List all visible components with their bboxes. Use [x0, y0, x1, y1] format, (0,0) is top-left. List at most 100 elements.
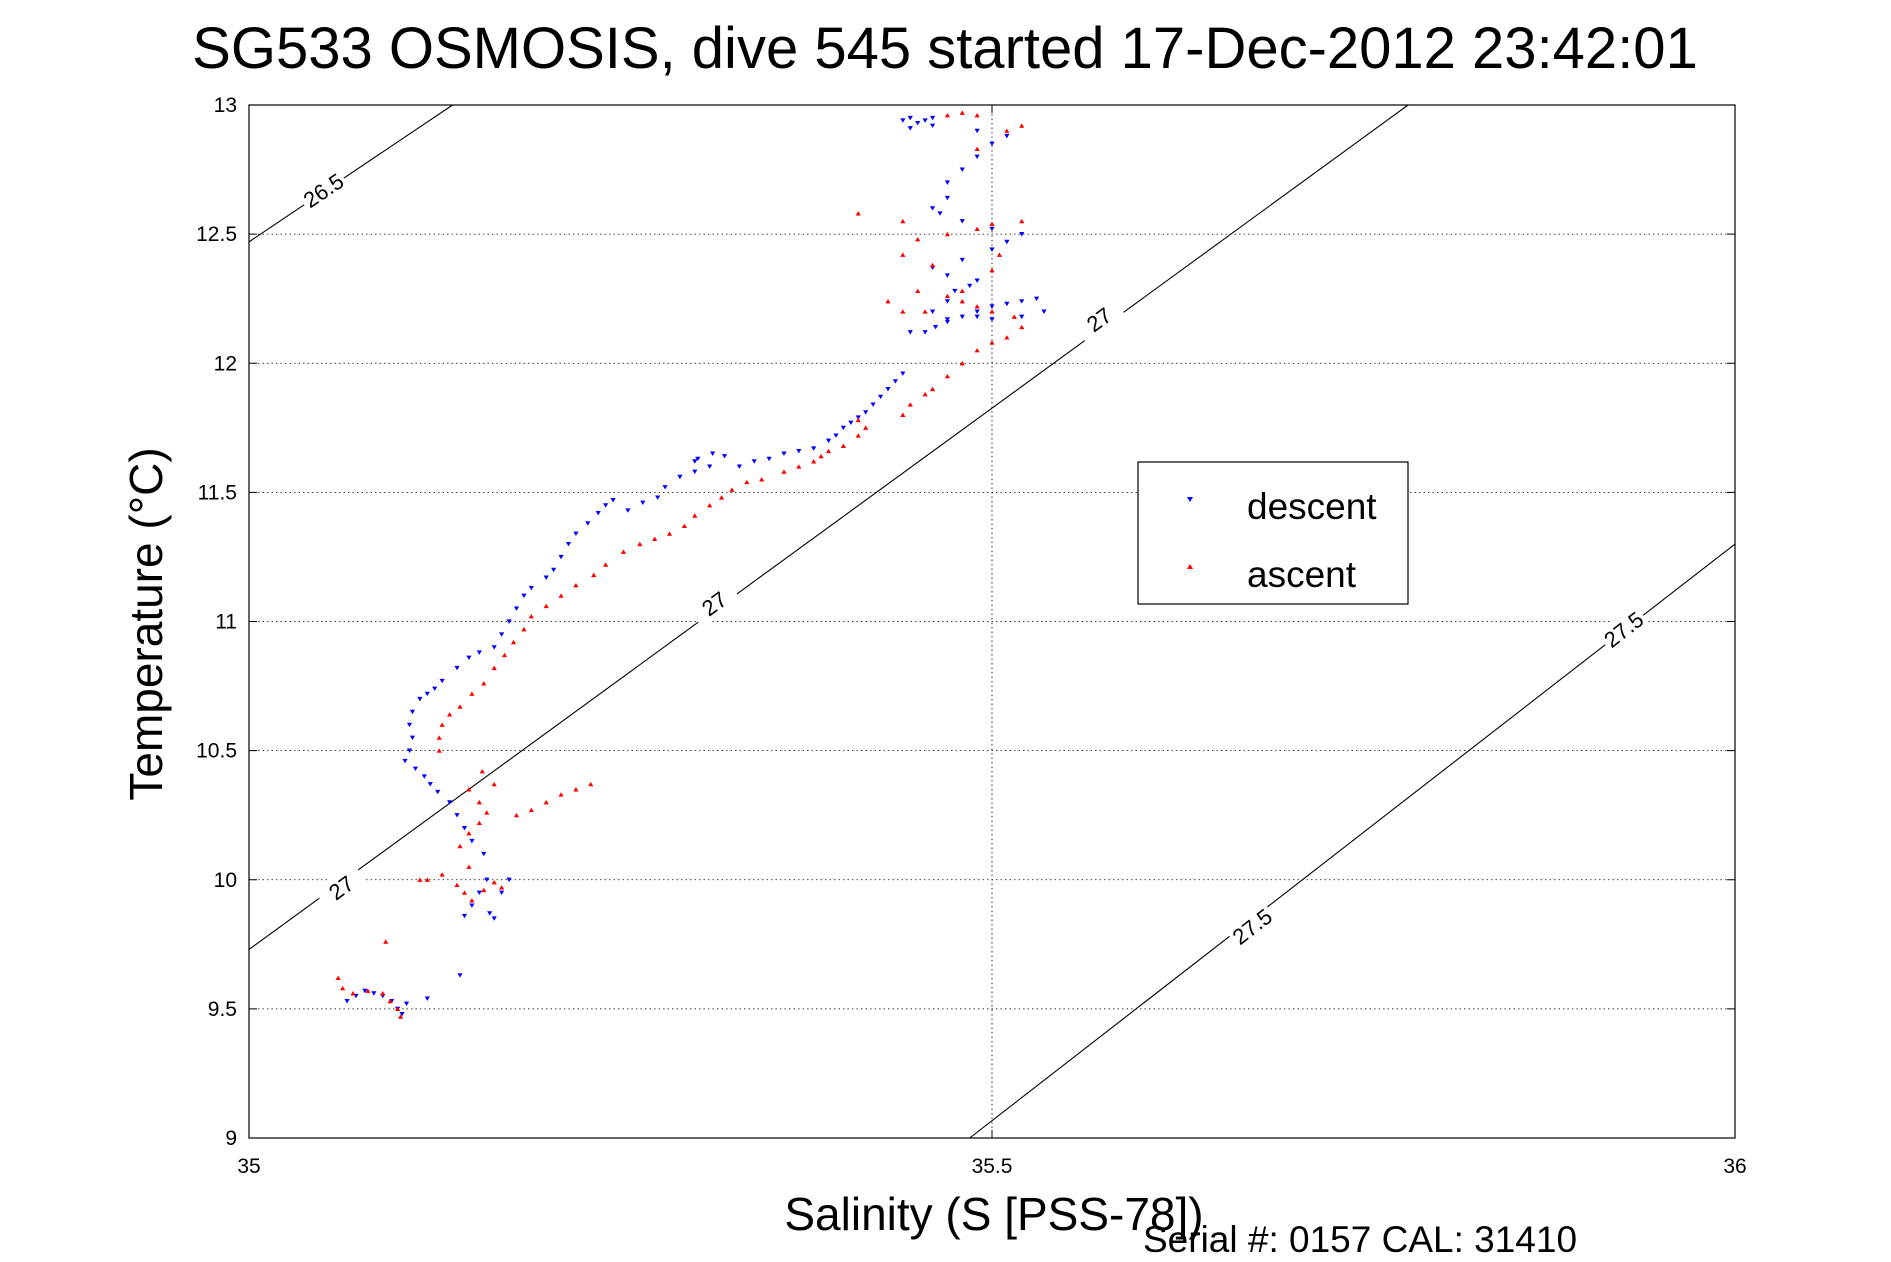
- ascent-point: [855, 433, 861, 438]
- ascent-point: [989, 309, 995, 314]
- contour-label-gap: [1071, 294, 1127, 344]
- descent-point: [855, 415, 861, 420]
- series-descent: [344, 115, 1047, 1017]
- ascent-point: [543, 799, 549, 805]
- ascent-point: [491, 665, 497, 671]
- descent-point: [421, 774, 427, 779]
- descent-point: [944, 317, 951, 322]
- ascent-point: [424, 877, 430, 882]
- ascent-point: [840, 443, 846, 448]
- ascent-point: [959, 360, 965, 366]
- ascent-point: [989, 340, 995, 345]
- descent-point: [1041, 309, 1047, 314]
- ascent-point: [620, 549, 627, 554]
- contour-line-27: [248, 104, 1409, 950]
- data-series: [335, 110, 1047, 1019]
- ascent-point: [915, 288, 921, 294]
- ascent-point: [417, 877, 423, 882]
- serial-cal-footer: Serial #: 0157 CAL: 31410: [1143, 1219, 1577, 1260]
- descent-point: [1004, 133, 1010, 139]
- ascent-point: [1019, 123, 1025, 128]
- x-tick-label: 36: [1723, 1155, 1746, 1178]
- ascent-point: [974, 112, 980, 118]
- descent-point: [610, 498, 616, 503]
- ascent-point: [929, 262, 936, 268]
- descent-point: [499, 632, 505, 637]
- ascent-point: [1004, 335, 1010, 340]
- ascent-point: [461, 890, 468, 895]
- ascent-point: [335, 975, 341, 980]
- ascent-point: [466, 864, 472, 869]
- ascent-point: [501, 652, 508, 658]
- descent-point: [521, 593, 527, 599]
- y-tick-label: 11.5: [198, 481, 237, 504]
- descent-point: [952, 288, 958, 294]
- descent-point: [424, 996, 430, 1001]
- descent-point: [922, 330, 928, 335]
- ascent-point: [439, 722, 445, 727]
- descent-point: [848, 420, 854, 425]
- descent-point: [944, 299, 951, 304]
- descent-point: [461, 913, 468, 919]
- contour-line-26-5: [248, 104, 453, 243]
- descent-point: [1019, 299, 1025, 304]
- ascent-point: [558, 593, 564, 598]
- y-tick-label: 10.5: [196, 740, 237, 763]
- ascent-point: [944, 373, 951, 379]
- descent-point: [944, 319, 951, 325]
- descent-point: [900, 371, 906, 376]
- descent-point: [476, 650, 482, 655]
- ascent-point: [481, 681, 487, 686]
- ascent-point: [718, 495, 725, 500]
- descent-point: [989, 141, 995, 147]
- ascent-point: [863, 425, 869, 430]
- descent-point: [409, 709, 416, 715]
- descent-point: [499, 890, 505, 896]
- descent-point: [491, 645, 497, 650]
- descent-point: [551, 567, 557, 573]
- ascent-point: [652, 536, 658, 541]
- ascent-point: [466, 787, 472, 792]
- ascent-point: [479, 768, 485, 774]
- ascent-point: [543, 603, 549, 609]
- ascent-point: [436, 735, 442, 740]
- contour-label-gap: [296, 166, 351, 215]
- ascent-point: [796, 464, 802, 469]
- descent-point: [766, 456, 772, 462]
- ascent-point: [573, 787, 579, 792]
- descent-point: [922, 118, 928, 123]
- descent-point: [900, 118, 906, 123]
- ascent-point: [729, 487, 735, 492]
- descent-point: [796, 448, 802, 454]
- ascent-point: [692, 513, 698, 518]
- legend-marker-ascent: [1187, 564, 1193, 569]
- descent-point: [892, 379, 899, 384]
- ascent-point: [365, 988, 371, 993]
- descent-point: [974, 314, 980, 320]
- ascent-point: [1019, 218, 1025, 224]
- ascent-point: [528, 613, 534, 619]
- descent-point: [513, 606, 520, 611]
- descent-point: [432, 686, 438, 691]
- ascent-point: [900, 412, 906, 417]
- ascent-point: [681, 523, 687, 529]
- y-tick-label: 11: [215, 611, 237, 634]
- descent-point: [565, 541, 572, 547]
- ascent-point: [637, 541, 643, 547]
- descent-point: [944, 273, 951, 278]
- x-axis-label: Salinity (S [PSS-78]): [784, 1188, 1203, 1240]
- ascent-point: [395, 1006, 401, 1011]
- ascent-point: [900, 218, 906, 224]
- ascent-point: [989, 221, 995, 226]
- ascent-point: [922, 391, 928, 397]
- y-tick-label: 9: [225, 1127, 237, 1150]
- ascent-point: [781, 469, 787, 474]
- ascent-point: [528, 807, 534, 813]
- ascent-point: [915, 236, 921, 242]
- descent-point: [528, 585, 534, 591]
- descent-point: [929, 309, 936, 314]
- grid-lines: [249, 105, 1735, 1138]
- descent-point: [640, 500, 646, 506]
- axis-ticks: 35 35.5 36 9 9.5 10 10.5 11 11.5 12 12.5 13: [196, 94, 1747, 1178]
